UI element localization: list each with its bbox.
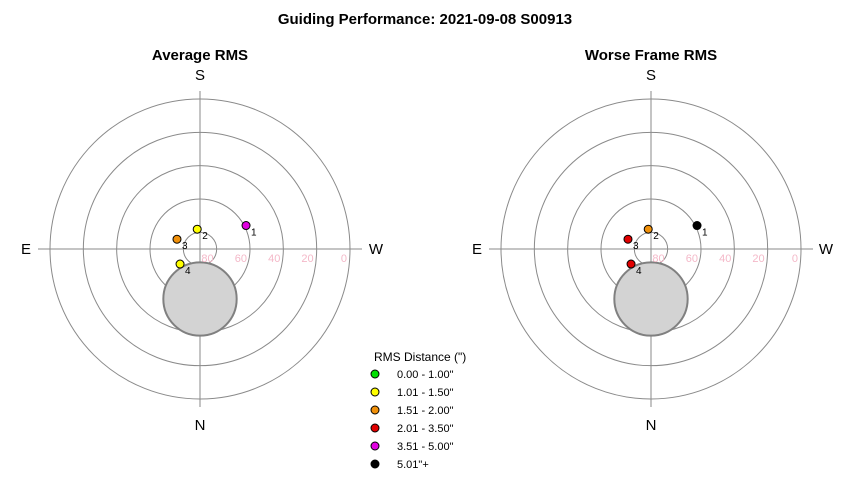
polar-grid	[489, 91, 813, 407]
legend-swatch	[370, 369, 380, 379]
compass-east: E	[21, 241, 31, 258]
data-point-label: 3	[633, 241, 639, 252]
ring-tick-label: 40	[719, 253, 731, 265]
page-title: Guiding Performance: 2021-09-08 S00913	[278, 11, 572, 28]
legend-swatch	[370, 387, 380, 397]
exclusion-zone	[613, 261, 689, 337]
data-point	[241, 221, 251, 231]
legend-swatch	[370, 441, 380, 451]
legend-label: 2.01 - 3.50"	[397, 423, 454, 435]
legend-swatch	[370, 423, 380, 433]
ring-tick-label: 0	[341, 253, 347, 265]
data-point-label: 1	[702, 228, 708, 239]
chart-title: Average RMS	[152, 47, 248, 64]
data-point-label: 2	[202, 231, 208, 242]
data-point	[623, 234, 633, 244]
ring-tick-label: 20	[301, 253, 313, 265]
ring-tick-label: 80	[201, 253, 213, 265]
rms-legend: RMS Distance (") 0.00 - 1.00" 1.01 - 1.50…	[370, 350, 466, 471]
ring-tick-label: 40	[268, 253, 280, 265]
compass-north: N	[646, 417, 657, 434]
data-point	[626, 259, 636, 269]
data-point-label: 3	[182, 241, 188, 252]
legend-label: 0.00 - 1.00"	[397, 369, 454, 381]
average-rms-chart: Average RMS S N E W 0 20 40 60 80 1 2 3 4	[21, 47, 384, 434]
compass-north: N	[195, 417, 206, 434]
compass-east: E	[472, 241, 482, 258]
legend-title: RMS Distance (")	[374, 350, 466, 364]
legend-label: 1.51 - 2.00"	[397, 405, 454, 417]
ring-tick-label: 20	[752, 253, 764, 265]
chart-title: Worse Frame RMS	[585, 47, 717, 64]
legend-label: 3.51 - 5.00"	[397, 441, 454, 453]
legend-swatch	[370, 459, 380, 469]
ring-tick-label: 60	[686, 253, 698, 265]
compass-west: W	[369, 241, 384, 258]
data-point	[172, 234, 182, 244]
ring-tick-label: 60	[235, 253, 247, 265]
ring-tick-label: 80	[652, 253, 664, 265]
compass-south: S	[195, 67, 205, 84]
ring-tick-label: 0	[792, 253, 798, 265]
legend-label: 5.01"+	[397, 459, 429, 471]
compass-west: W	[819, 241, 834, 258]
data-point-label: 1	[251, 228, 257, 239]
worse-frame-rms-chart: Worse Frame RMS S N E W 0 20 40 60 80 1 2 3 4	[472, 47, 834, 434]
polar-grid	[38, 91, 362, 407]
legend-swatch	[370, 405, 380, 415]
data-point	[643, 224, 653, 234]
legend-label: 1.01 - 1.50"	[397, 387, 454, 399]
data-point-label: 4	[185, 266, 191, 277]
data-point	[192, 224, 202, 234]
data-point-label: 2	[653, 231, 659, 242]
compass-south: S	[646, 67, 656, 84]
data-point-label: 4	[636, 266, 642, 277]
data-point	[175, 259, 185, 269]
data-point	[692, 221, 702, 231]
exclusion-zone	[162, 261, 238, 337]
